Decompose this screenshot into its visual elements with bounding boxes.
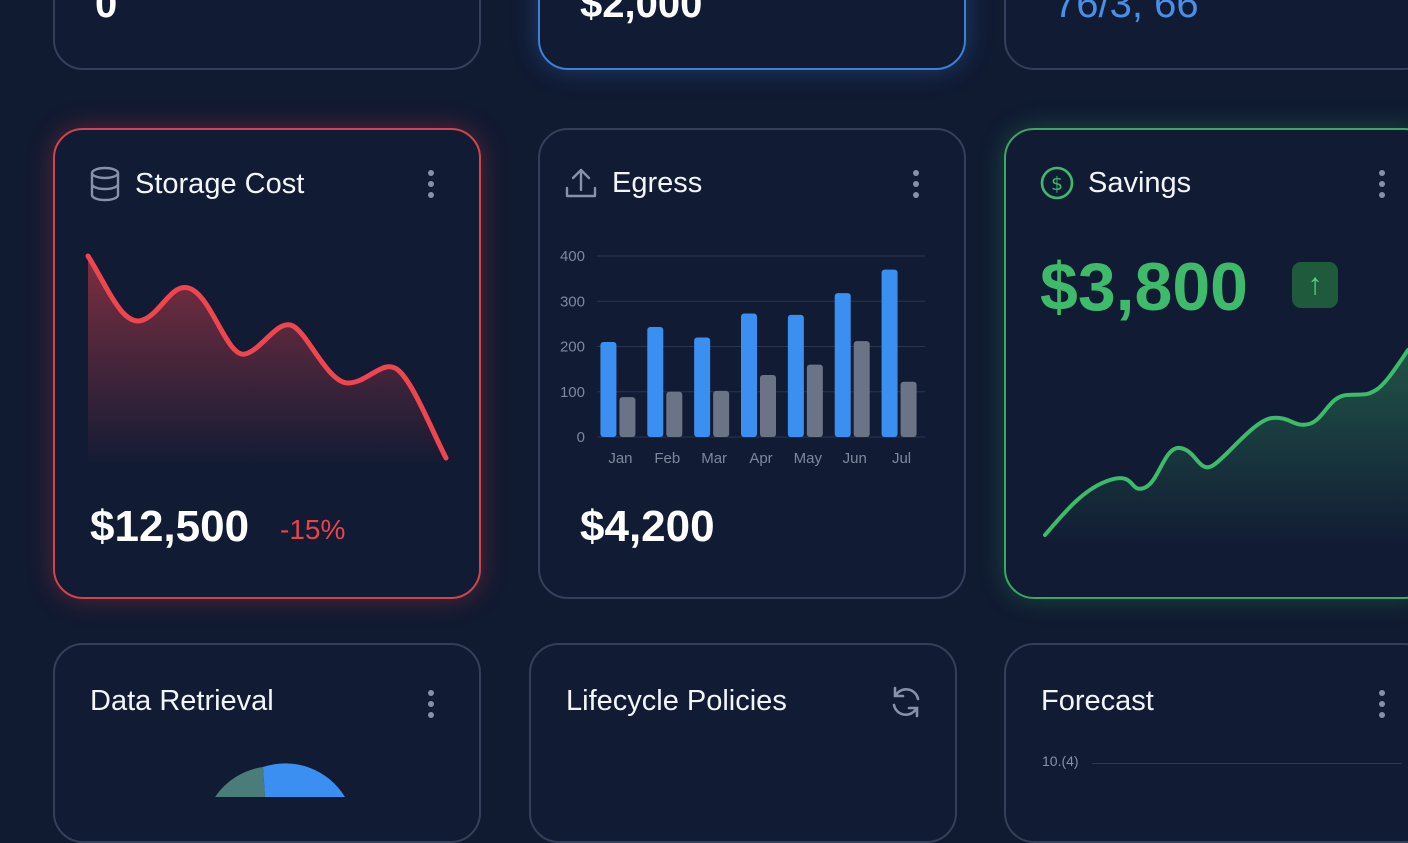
- top-card-3: 76/3, 66: [1004, 0, 1408, 70]
- top-card-2: $2,000: [538, 0, 966, 70]
- savings-header: $ Savings: [1040, 166, 1191, 200]
- forecast-y-tick: 10.(4): [1042, 753, 1079, 769]
- top-card-1: 0: [53, 0, 481, 70]
- bar-jun-series-2: [853, 341, 870, 437]
- bar-feb-series-2: [666, 391, 683, 437]
- y-tick-label: 200: [560, 339, 585, 356]
- dollar-circle-icon: $: [1040, 166, 1074, 200]
- lifecycle-policies-title: Lifecycle Policies: [566, 685, 787, 717]
- arrow-up-icon: ↑: [1292, 262, 1338, 308]
- data-retrieval-pie: [215, 763, 345, 797]
- storage-cost-sparkline: [85, 253, 449, 468]
- egress-value: $4,200: [580, 502, 715, 551]
- y-tick-label: 100: [560, 384, 585, 401]
- x-tick-label: Jun: [843, 450, 867, 467]
- more-options-icon[interactable]: [428, 690, 436, 718]
- lifecycle-policies-card[interactable]: Lifecycle Policies: [529, 643, 957, 843]
- x-tick-label: Feb: [654, 450, 680, 467]
- savings-value: $3,800: [1040, 249, 1248, 325]
- bar-apr-series-2: [760, 375, 776, 437]
- storage-cost-value: $12,500: [90, 502, 250, 551]
- y-tick-label: 0: [577, 429, 585, 446]
- x-tick-label: Jul: [892, 450, 911, 467]
- bar-feb-series-1: [647, 327, 664, 437]
- data-retrieval-card[interactable]: Data Retrieval: [53, 643, 481, 843]
- upload-icon: [565, 168, 597, 198]
- top-card-2-value: $2,000: [580, 0, 703, 26]
- svg-text:$: $: [1051, 173, 1063, 195]
- bar-may-series-1: [787, 314, 804, 437]
- data-retrieval-title: Data Retrieval: [90, 685, 274, 717]
- egress-header: Egress: [564, 166, 702, 200]
- egress-card[interactable]: Egress 0 100 200 300 400 Jan Feb Mar Apr May Jun Ju…: [538, 128, 966, 599]
- x-tick-label: May: [794, 450, 823, 467]
- bar-jun-series-1: [834, 293, 851, 437]
- x-tick-label: Apr: [749, 450, 772, 467]
- more-options-icon[interactable]: [1379, 170, 1387, 198]
- y-tick-label: 400: [560, 248, 585, 265]
- y-tick-label: 300: [560, 293, 585, 310]
- bar-jul-series-2: [900, 381, 917, 437]
- bar-jul-series-1: [881, 269, 898, 437]
- savings-title: Savings: [1088, 166, 1192, 199]
- storage-cost-change: -15%: [280, 514, 346, 545]
- forecast-title: Forecast: [1041, 685, 1154, 717]
- bar-may-series-2: [806, 364, 823, 437]
- egress-bar-chart: 0 100 200 300 400 Jan Feb Mar Apr May Jun Jul: [560, 248, 925, 467]
- top-card-1-value: 0: [95, 0, 118, 26]
- more-options-icon[interactable]: [1379, 690, 1387, 718]
- forecast-card[interactable]: Forecast 10.(4): [1004, 643, 1408, 843]
- top-card-3-value: 76/3, 66: [1054, 0, 1199, 26]
- savings-card[interactable]: $ Savings $3,800 ↑: [1004, 128, 1408, 599]
- refresh-icon[interactable]: [889, 685, 923, 719]
- bar-mar-series-2: [713, 390, 730, 437]
- x-tick-label: Jan: [608, 450, 632, 467]
- more-options-icon[interactable]: [428, 170, 436, 198]
- bar-jan-series-2: [619, 397, 636, 437]
- storage-cost-title: Storage Cost: [135, 167, 305, 200]
- egress-title: Egress: [612, 166, 703, 199]
- bar-mar-series-1: [694, 337, 711, 437]
- x-tick-label: Mar: [701, 450, 727, 467]
- bar-apr-series-1: [741, 313, 757, 437]
- bar-jan-series-1: [600, 341, 617, 437]
- more-options-icon[interactable]: [913, 170, 921, 198]
- forecast-gridline: [1092, 763, 1402, 764]
- storage-cost-card[interactable]: Storage Cost $12,500 -15%: [53, 128, 481, 599]
- storage-cost-header: Storage Cost: [89, 166, 304, 202]
- database-icon: [90, 166, 120, 202]
- savings-sparkline: [1043, 348, 1408, 548]
